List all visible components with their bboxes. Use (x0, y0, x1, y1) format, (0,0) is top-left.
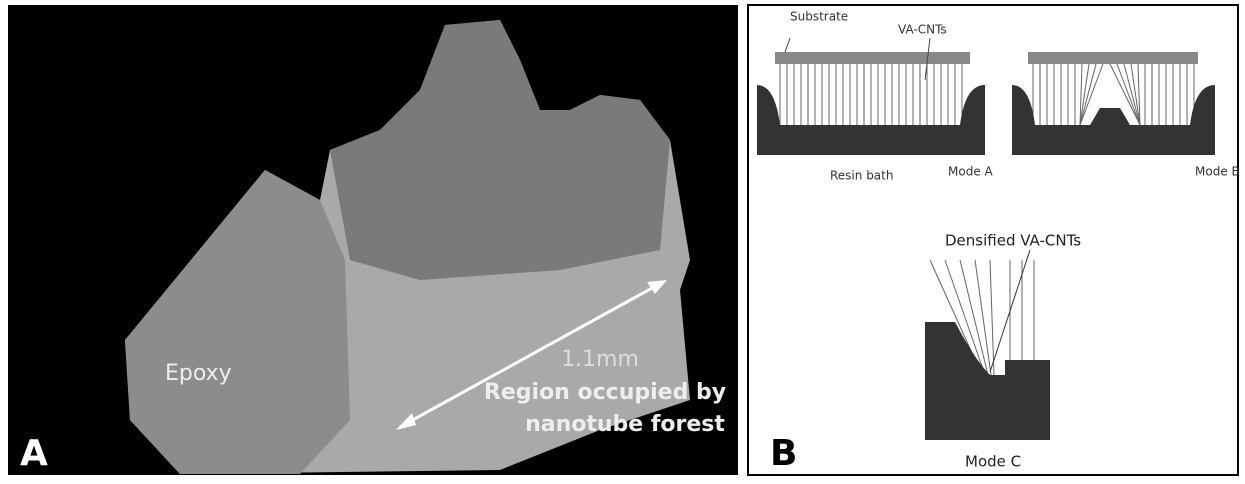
page: Epoxy 1.1mm Region occupied by nanotube … (0, 0, 1245, 480)
substrate-label: Substrate (790, 10, 848, 24)
substrate (1028, 52, 1198, 64)
epoxy-label: Epoxy (165, 361, 232, 386)
region-label: Region occupied by (484, 380, 726, 405)
mode-label: Mode C (965, 453, 1021, 471)
substrate (775, 52, 970, 64)
panel-a: Epoxy 1.1mm Region occupied by nanotube … (8, 5, 738, 475)
panel-b: Substrate VA-CNTs Resin bath Mode A Mode… (748, 5, 1240, 475)
panel-label: B (770, 433, 797, 474)
region-label: nanotube forest (525, 412, 725, 437)
scale-label: 1.1mm (561, 347, 639, 372)
vacnts-label: VA-CNTs (898, 23, 947, 37)
panel-label: A (20, 433, 48, 474)
resin-label: Resin bath (830, 169, 893, 183)
annotation: Densified VA-CNTs (945, 232, 1081, 250)
figure: Epoxy 1.1mm Region occupied by nanotube … (0, 0, 1245, 480)
mode-label: Mode B (1195, 165, 1240, 179)
mode-label: Mode A (948, 165, 994, 179)
